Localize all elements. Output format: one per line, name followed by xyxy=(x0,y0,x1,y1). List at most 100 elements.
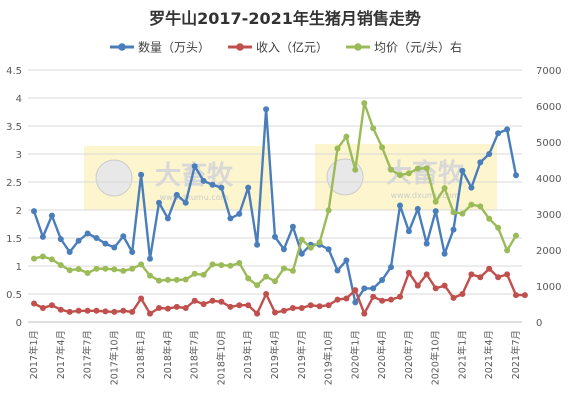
data-point xyxy=(423,271,430,278)
data-point xyxy=(397,293,403,300)
data-point xyxy=(93,307,100,314)
data-point xyxy=(379,144,386,151)
data-point xyxy=(272,309,278,316)
data-point xyxy=(504,271,511,278)
chart-title: 罗牛山2017-2021年生猪月销售走势 xyxy=(149,9,421,28)
data-point xyxy=(236,260,243,266)
data-point xyxy=(441,282,448,289)
data-point xyxy=(423,165,430,172)
data-point xyxy=(111,244,118,251)
data-point xyxy=(120,307,127,314)
data-point xyxy=(432,198,439,205)
data-point xyxy=(111,308,118,315)
data-point xyxy=(504,247,511,254)
y-right-tick-label: 3000 xyxy=(536,210,561,221)
x-tick-label: 2018年4月 xyxy=(162,330,174,379)
data-point xyxy=(280,307,287,314)
data-point xyxy=(316,303,323,310)
data-point xyxy=(495,130,502,137)
data-point xyxy=(352,166,359,173)
data-point xyxy=(218,262,225,269)
data-point xyxy=(405,269,412,276)
data-point xyxy=(289,223,296,230)
data-point xyxy=(263,106,270,113)
data-point xyxy=(200,301,207,308)
x-tick-label: 2017年4月 xyxy=(55,330,67,379)
data-point xyxy=(209,181,216,188)
data-point xyxy=(173,276,180,283)
legend-item: 数量（万头） xyxy=(110,40,210,55)
data-point xyxy=(334,296,341,303)
data-point xyxy=(245,275,252,282)
y-left-tick-label: 1.5 xyxy=(6,234,22,245)
data-point xyxy=(298,236,305,243)
data-point xyxy=(93,235,100,241)
data-point xyxy=(513,172,519,179)
data-point xyxy=(423,240,430,247)
data-point xyxy=(432,208,439,215)
data-point xyxy=(31,300,37,307)
data-point xyxy=(477,274,484,281)
data-point xyxy=(352,287,359,294)
data-point xyxy=(182,199,189,206)
data-point xyxy=(325,302,332,309)
y-right-tick-label: 6000 xyxy=(536,102,561,113)
data-point xyxy=(57,262,64,269)
data-point xyxy=(129,249,136,255)
watermark-logo-icon xyxy=(95,159,133,197)
legend-label: 均价（元/头）右 xyxy=(374,40,462,55)
data-point xyxy=(182,276,189,283)
data-point xyxy=(75,266,82,273)
data-point xyxy=(39,233,46,240)
x-tick-label: 2020年7月 xyxy=(403,330,415,379)
data-point xyxy=(468,201,475,208)
data-point xyxy=(272,278,278,285)
data-point xyxy=(227,303,234,310)
data-point xyxy=(245,302,252,309)
data-point xyxy=(495,224,502,231)
data-point xyxy=(307,302,314,309)
data-point xyxy=(298,250,305,257)
data-point xyxy=(397,202,403,209)
data-point xyxy=(272,233,278,240)
data-point xyxy=(414,205,421,212)
data-point xyxy=(164,215,171,222)
data-point xyxy=(521,292,528,299)
data-point xyxy=(57,236,64,243)
y-right-tick-label: 2000 xyxy=(536,246,561,257)
x-tick-label: 2021年1月 xyxy=(456,330,468,379)
data-point xyxy=(138,295,145,302)
x-tick-label: 2018年10月 xyxy=(215,330,227,385)
x-tick-label: 2019年1月 xyxy=(242,330,254,379)
data-point xyxy=(147,272,153,279)
data-point xyxy=(504,126,511,133)
data-point xyxy=(343,133,350,140)
data-point xyxy=(459,167,466,174)
data-point xyxy=(334,267,341,274)
data-point xyxy=(263,273,270,280)
y-left-tick-label: 4.5 xyxy=(6,66,22,77)
data-point xyxy=(120,233,127,240)
series-数量（万头） xyxy=(31,106,519,306)
data-point xyxy=(289,305,296,311)
data-point xyxy=(361,100,368,107)
data-point xyxy=(129,308,136,315)
data-point xyxy=(102,240,109,247)
data-point xyxy=(388,264,394,271)
data-point xyxy=(316,239,323,246)
legend-item: 收入（亿元） xyxy=(228,40,328,55)
x-tick-label: 2019年10月 xyxy=(323,330,335,385)
data-point xyxy=(31,255,37,262)
data-point xyxy=(254,282,261,289)
data-point xyxy=(513,232,519,239)
data-point xyxy=(486,151,493,157)
data-point xyxy=(156,305,162,311)
y-left-tick-label: 3.5 xyxy=(6,122,22,133)
data-point xyxy=(325,246,332,253)
data-point xyxy=(432,285,439,292)
x-axis: 2017年1月 2017年4月 2017年7月 2017年10月 2018年1月 2018… xyxy=(28,321,522,385)
x-tick-label: 2021年7月 xyxy=(510,330,522,379)
data-point xyxy=(236,302,243,309)
data-point xyxy=(236,210,243,217)
